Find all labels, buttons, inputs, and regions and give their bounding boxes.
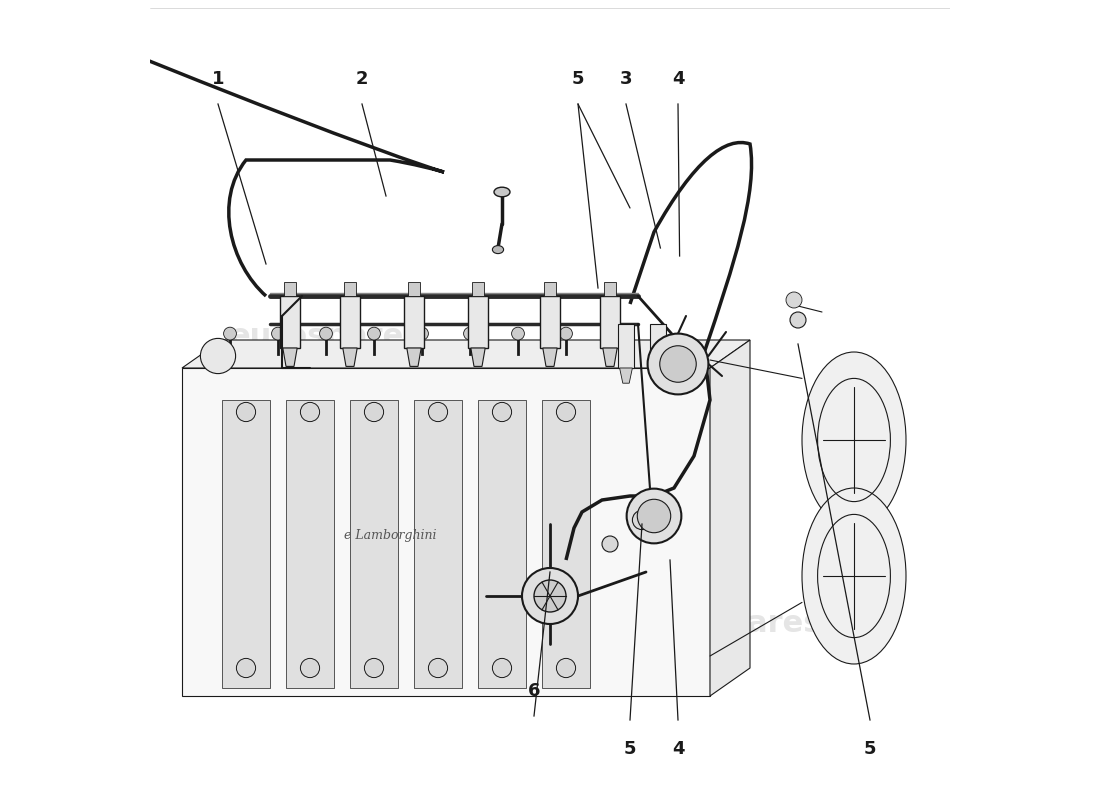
Bar <box>343 282 356 296</box>
Text: 5: 5 <box>572 70 584 88</box>
Bar <box>340 296 360 348</box>
Polygon shape <box>182 368 710 696</box>
Ellipse shape <box>534 580 566 612</box>
Ellipse shape <box>522 568 578 624</box>
Polygon shape <box>283 348 297 366</box>
Circle shape <box>223 327 236 340</box>
Bar <box>284 282 296 296</box>
Bar <box>543 282 557 296</box>
Circle shape <box>320 327 332 340</box>
Text: 6: 6 <box>528 682 540 700</box>
Circle shape <box>364 402 384 422</box>
Bar <box>601 296 619 348</box>
Circle shape <box>428 658 448 678</box>
Circle shape <box>272 327 285 340</box>
Circle shape <box>463 327 476 340</box>
Ellipse shape <box>494 187 510 197</box>
Bar <box>405 296 424 348</box>
Circle shape <box>364 658 384 678</box>
Polygon shape <box>343 348 358 366</box>
Circle shape <box>607 327 620 340</box>
Circle shape <box>632 510 651 530</box>
Text: 5: 5 <box>864 740 877 758</box>
Circle shape <box>660 346 696 382</box>
Text: 5: 5 <box>624 740 636 758</box>
Polygon shape <box>710 340 750 696</box>
Polygon shape <box>478 400 526 688</box>
Bar <box>618 324 634 368</box>
Circle shape <box>493 402 512 422</box>
Bar <box>472 282 484 296</box>
Bar <box>540 296 560 348</box>
Circle shape <box>300 402 320 422</box>
Circle shape <box>236 658 255 678</box>
Polygon shape <box>407 348 421 366</box>
Polygon shape <box>651 368 664 383</box>
Text: eurospares: eurospares <box>629 610 823 638</box>
Circle shape <box>236 402 255 422</box>
Circle shape <box>560 327 572 340</box>
Circle shape <box>493 658 512 678</box>
Circle shape <box>602 536 618 552</box>
Text: 4: 4 <box>672 70 684 88</box>
Circle shape <box>648 334 708 394</box>
Polygon shape <box>182 340 750 368</box>
Text: 2: 2 <box>355 70 368 88</box>
Bar <box>469 296 487 348</box>
Polygon shape <box>603 348 617 366</box>
Circle shape <box>512 327 525 340</box>
Polygon shape <box>286 400 334 688</box>
Bar <box>408 282 420 296</box>
Circle shape <box>428 402 448 422</box>
Circle shape <box>367 327 381 340</box>
Polygon shape <box>414 400 462 688</box>
Polygon shape <box>619 368 632 383</box>
Bar <box>280 296 299 348</box>
Bar <box>650 324 666 368</box>
Ellipse shape <box>493 246 504 254</box>
Circle shape <box>786 292 802 308</box>
Text: 4: 4 <box>672 740 684 758</box>
Circle shape <box>416 327 428 340</box>
Circle shape <box>557 658 575 678</box>
Circle shape <box>627 489 681 543</box>
Circle shape <box>790 312 806 328</box>
Circle shape <box>200 338 235 374</box>
Text: 1: 1 <box>211 70 224 88</box>
Circle shape <box>557 402 575 422</box>
Bar <box>604 282 616 296</box>
Circle shape <box>637 499 671 533</box>
Polygon shape <box>350 400 398 688</box>
Circle shape <box>300 658 320 678</box>
Text: e Lamborghini: e Lamborghini <box>343 530 437 542</box>
Ellipse shape <box>802 352 906 528</box>
Text: eurospares: eurospares <box>230 610 422 638</box>
Polygon shape <box>222 400 270 688</box>
Polygon shape <box>542 348 558 366</box>
Ellipse shape <box>802 488 906 664</box>
Text: 3: 3 <box>619 70 632 88</box>
Text: eurospares: eurospares <box>230 322 422 350</box>
Polygon shape <box>542 400 590 688</box>
Polygon shape <box>471 348 485 366</box>
